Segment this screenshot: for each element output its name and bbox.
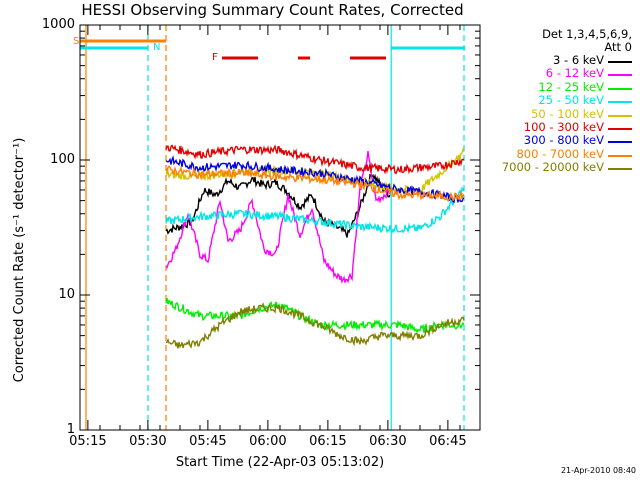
x-tick-label: 05:45 [189, 434, 227, 449]
series-line-2 [166, 151, 391, 285]
legend-label: 300 - 800 keV [523, 133, 604, 148]
legend-label: 50 - 100 keV [531, 106, 604, 121]
x-tick-label: 05:15 [69, 434, 107, 449]
legend-label: 800 - 7000 keV [516, 146, 604, 161]
legend-label: 12 - 25 keV [538, 79, 604, 94]
legend-item: 3 - 6 keV [480, 53, 636, 67]
legend: Det 1,3,4,5,6,9, Att 0 3 - 6 keV 6 - 12 k… [480, 28, 636, 175]
legend-swatch [608, 127, 632, 130]
y-axis-label: Corrected Count Rate (s⁻¹ detector⁻¹) [12, 137, 27, 383]
x-tick-label: 06:45 [429, 434, 467, 449]
legend-swatch [608, 61, 632, 63]
x-tick-label: 05:30 [129, 434, 167, 449]
y-tick-label: 1000 [41, 17, 75, 32]
legend-item: 800 - 7000 keV [480, 146, 636, 161]
series-line-4 [165, 186, 465, 235]
legend-swatch [608, 154, 632, 157]
legend-swatch [608, 141, 632, 144]
x-tick-label: 06:30 [369, 434, 407, 449]
series-line-9 [166, 301, 465, 349]
y-tick-label: 10 [58, 287, 75, 302]
series-line-3 [165, 297, 465, 334]
legend-swatch [608, 87, 632, 90]
flag-label-f: F [212, 52, 218, 63]
series-line-8 [165, 165, 465, 202]
y-tick-label: 1 [66, 422, 75, 437]
legend-header-line1: Det 1,3,4,5,6,9, [542, 27, 632, 41]
legend-label: 6 - 12 keV [545, 66, 604, 81]
legend-header-line2: Att 0 [604, 40, 632, 54]
flag-label-s: S [73, 36, 79, 47]
legend-item: 25 - 50 keV [480, 93, 636, 108]
legend-item: 50 - 100 keV [480, 106, 636, 121]
legend-item: 7000 - 20000 keV [480, 160, 636, 175]
legend-label: 7000 - 20000 keV [501, 160, 604, 175]
legend-swatch [608, 168, 632, 171]
legend-label: 3 - 6 keV [553, 53, 604, 67]
legend-label: 100 - 300 keV [523, 119, 604, 134]
series-line-7 [165, 155, 465, 204]
series-line-6 [165, 144, 465, 175]
legend-item: 12 - 25 keV [480, 79, 636, 94]
legend-item: 100 - 300 keV [480, 119, 636, 134]
x-tick-label: 06:15 [309, 434, 347, 449]
legend-item: 6 - 12 keV [480, 66, 636, 81]
flag-label-n: N [153, 42, 160, 53]
legend-item: 300 - 800 keV [480, 133, 636, 148]
x-axis-label: Start Time (22-Apr-03 05:13:02) [175, 455, 385, 470]
timestamp-footer: 21-Apr-2010 08:40 [560, 466, 636, 475]
chart-title: HESSI Observing Summary Count Rates, Cor… [81, 1, 464, 19]
legend-swatch [608, 74, 632, 77]
legend-label: 25 - 50 keV [538, 93, 604, 108]
legend-swatch [608, 114, 632, 117]
legend-swatch [608, 101, 632, 104]
x-tick-label: 06:00 [249, 434, 287, 449]
y-tick-label: 100 [50, 152, 75, 167]
series-line-1 [165, 173, 391, 238]
